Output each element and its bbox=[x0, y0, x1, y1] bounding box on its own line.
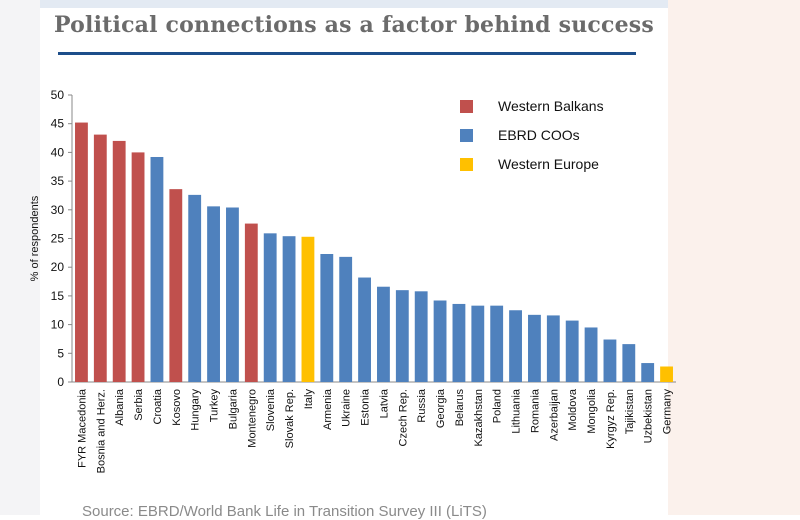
bar bbox=[471, 305, 485, 382]
x-tick-label: Kyrgyz Rep. bbox=[605, 389, 617, 449]
y-tick-label: 50 bbox=[51, 88, 65, 102]
top-strip bbox=[40, 0, 668, 8]
y-tick-label: 15 bbox=[51, 289, 65, 303]
x-tick-label: Slovenia bbox=[265, 388, 277, 431]
bar bbox=[584, 327, 598, 382]
bar bbox=[358, 277, 371, 382]
y-tick-label: 45 bbox=[51, 117, 65, 131]
title-underline bbox=[58, 52, 636, 55]
x-tick-label: Poland bbox=[492, 389, 504, 423]
bar bbox=[565, 320, 579, 382]
x-tick-label: Estonia bbox=[360, 388, 372, 426]
x-tick-label: Azerbaijan bbox=[548, 389, 560, 441]
bar bbox=[320, 253, 334, 382]
bar bbox=[112, 140, 126, 382]
bar bbox=[339, 256, 353, 382]
y-tick-label: 5 bbox=[57, 346, 64, 360]
x-tick-label: Bulgaria bbox=[227, 388, 239, 429]
bar bbox=[93, 134, 107, 382]
x-tick-label: Bosnia and Herz. bbox=[95, 389, 107, 473]
x-tick-label: Tajikistan bbox=[624, 389, 636, 434]
y-tick-label: 0 bbox=[57, 375, 64, 389]
x-tick-label: Kosovo bbox=[171, 389, 183, 426]
bar bbox=[131, 152, 145, 382]
left-margin-panel bbox=[0, 0, 40, 515]
x-tick-label: Armenia bbox=[322, 388, 334, 430]
bar bbox=[263, 233, 277, 382]
bar bbox=[603, 339, 617, 382]
bar bbox=[282, 236, 296, 382]
x-tick-label: FYR Macedonia bbox=[76, 388, 88, 468]
bar bbox=[414, 291, 428, 382]
bar bbox=[395, 290, 409, 382]
legend-label: EBRD COOs bbox=[498, 127, 580, 143]
legend-swatch bbox=[460, 100, 473, 113]
right-side-panel bbox=[668, 0, 800, 515]
y-tick-label: 10 bbox=[51, 318, 65, 332]
bar bbox=[622, 344, 636, 382]
x-tick-label: Kazakhstan bbox=[473, 389, 485, 446]
bar bbox=[377, 286, 390, 382]
y-tick-label: 20 bbox=[51, 260, 65, 274]
bar bbox=[188, 194, 202, 382]
bar bbox=[169, 189, 183, 382]
x-tick-label: Mongolia bbox=[586, 388, 598, 434]
x-tick-label: Latvia bbox=[378, 388, 390, 418]
x-tick-label: Croatia bbox=[152, 388, 164, 424]
y-axis-title: % of respondents bbox=[29, 195, 41, 281]
legend-label: Western Balkans bbox=[498, 98, 604, 114]
chart-title: Political connections as a factor behind… bbox=[54, 12, 654, 38]
x-tick-label: Georgia bbox=[435, 388, 447, 428]
bar bbox=[509, 310, 522, 382]
x-tick-label: Ukraine bbox=[341, 389, 353, 427]
x-tick-label: Slovak Rep. bbox=[284, 389, 296, 448]
bar bbox=[226, 207, 239, 382]
x-tick-label: Lithuania bbox=[511, 388, 523, 434]
bar bbox=[301, 236, 315, 382]
x-tick-label: Moldova bbox=[567, 388, 579, 430]
x-tick-label: Montenegro bbox=[246, 389, 258, 448]
bar bbox=[528, 314, 541, 382]
x-tick-label: Hungary bbox=[190, 389, 202, 431]
x-tick-label: Czech Rep. bbox=[397, 389, 409, 446]
y-tick-label: 40 bbox=[51, 145, 65, 159]
x-tick-label: Belarus bbox=[454, 389, 466, 427]
y-tick-label: 35 bbox=[51, 174, 65, 188]
y-tick-label: 25 bbox=[51, 232, 65, 246]
legend-swatch bbox=[460, 158, 473, 171]
x-tick-label: Russia bbox=[416, 388, 428, 423]
x-tick-label: Albania bbox=[114, 388, 126, 426]
bar bbox=[207, 206, 220, 382]
legend-swatch bbox=[460, 129, 473, 142]
bar bbox=[641, 363, 655, 382]
bar bbox=[660, 366, 673, 382]
bar bbox=[490, 305, 504, 382]
x-tick-label: Germany bbox=[662, 389, 674, 435]
bar bbox=[452, 303, 466, 382]
x-tick-label: Italy bbox=[303, 389, 315, 410]
x-tick-label: Serbia bbox=[133, 388, 145, 421]
bar bbox=[546, 315, 560, 382]
x-tick-label: Romania bbox=[529, 388, 541, 433]
bar bbox=[75, 122, 88, 382]
source-note: Source: EBRD/World Bank Life in Transiti… bbox=[82, 503, 487, 520]
bar bbox=[433, 300, 447, 382]
bar bbox=[150, 156, 164, 382]
y-tick-label: 30 bbox=[51, 203, 65, 217]
bar bbox=[244, 223, 258, 382]
x-tick-label: Turkey bbox=[209, 389, 221, 423]
x-tick-label: Uzbekistan bbox=[643, 389, 655, 443]
legend-label: Western Europe bbox=[498, 156, 599, 172]
